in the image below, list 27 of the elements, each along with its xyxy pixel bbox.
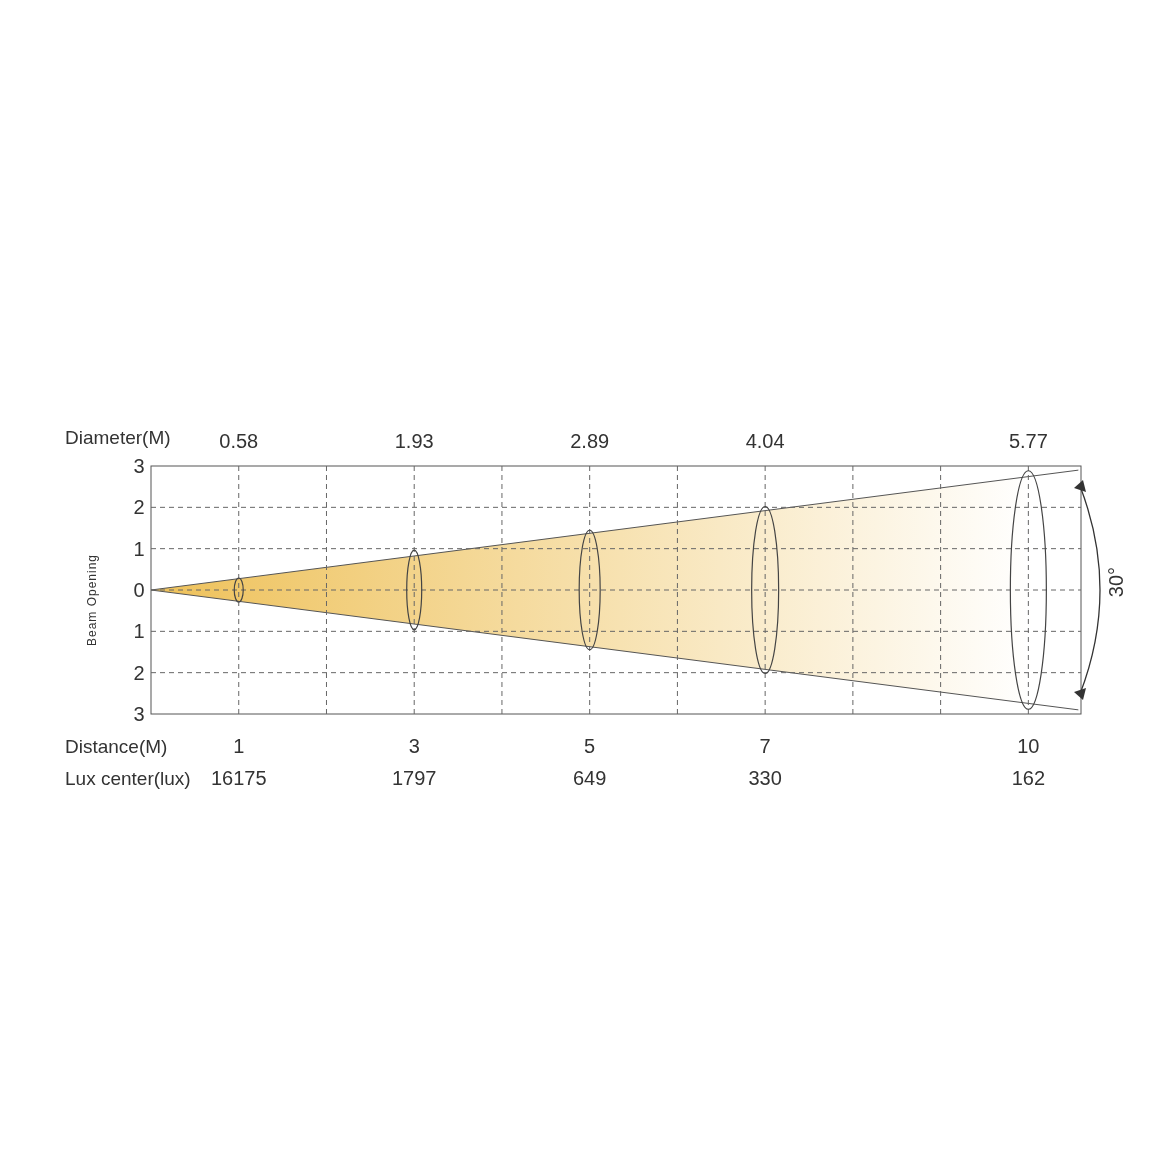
x-tick-label: 1 [233, 735, 245, 757]
text: 1.93 [394, 430, 434, 452]
y-axis-title: Beam Opening [85, 553, 99, 647]
y-tick-label: 1 [133, 537, 145, 560]
y-tick-label: 2 [133, 496, 145, 519]
text: 5.77 [1008, 430, 1048, 452]
text: 2.89 [570, 430, 610, 452]
y-tick-label: 3 [133, 703, 145, 725]
text: Diameter(M) [65, 427, 171, 448]
x-tick-label: 5 [584, 735, 596, 757]
x-tick-label: 7 [759, 735, 771, 757]
y-tick-label: 1 [133, 620, 145, 643]
text: 162 [1011, 767, 1046, 789]
text: 330 [748, 767, 782, 789]
x-tick-label: 3 [408, 735, 420, 757]
text: Lux center(lux) [65, 768, 191, 789]
text: 1797 [391, 767, 437, 789]
text: 0.58 [219, 430, 259, 452]
text: 649 [572, 767, 607, 789]
text: 30° [1105, 566, 1127, 598]
text: 16175 [210, 767, 267, 789]
text: 4.04 [745, 430, 785, 452]
y-tick-label: 2 [133, 661, 145, 684]
x-axis-title: Distance(M) [65, 736, 168, 757]
y-tick-label: 0 [133, 579, 145, 601]
x-tick-label: 10 [1017, 735, 1040, 757]
y-tick-label: 3 [133, 455, 145, 477]
